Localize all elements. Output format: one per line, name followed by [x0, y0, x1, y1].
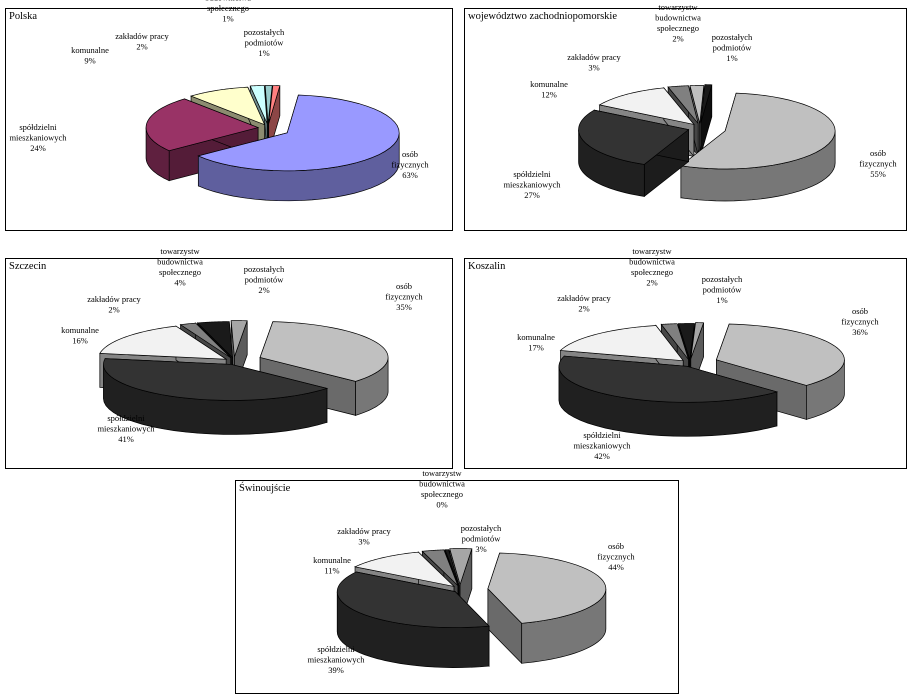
- pie-slice-top: [99, 325, 228, 360]
- slice-label: komunalne 17%: [517, 332, 555, 353]
- pie-slice-top: [145, 98, 260, 152]
- chart-title: Koszalin: [468, 261, 506, 272]
- pie-slice: [680, 92, 836, 202]
- pie-slice-top: [700, 84, 713, 123]
- pie-slice-top: [667, 85, 699, 124]
- slice-label: pozostałych podmiotów 1%: [244, 27, 285, 58]
- slice-label: spółdzielni mieszkaniowych 24%: [9, 122, 67, 153]
- pie-slice: [487, 552, 607, 665]
- pie-slice-top: [487, 552, 607, 624]
- pie-slice-top: [259, 321, 389, 382]
- slice-label: pozostałych podmiotów 3%: [461, 523, 502, 554]
- pie-slice-top: [103, 358, 329, 401]
- slice-label: osób fizycznych 35%: [385, 281, 423, 312]
- pie-slice-top: [179, 322, 231, 359]
- slice-label: osób fizycznych 36%: [841, 306, 879, 337]
- pie-chart-2: osób fizycznych 55% spółdzielni mieszkaniowy…: [503, 2, 897, 202]
- slice-label: zakładów pracy 2%: [557, 293, 611, 314]
- chart-title: województwo zachodniopomorskie: [468, 11, 618, 22]
- pie-slice-top: [559, 325, 684, 362]
- slice-label: towarzystwbudownictwaspołecznego1%: [205, 0, 251, 24]
- chart-title: Szczecin: [9, 261, 47, 272]
- slice-label: towarzystw budownictwa społecznego 0%: [419, 468, 465, 510]
- slice-label: pozostałych podmiotów 1%: [702, 274, 743, 305]
- pie-slice: [197, 94, 400, 202]
- pie-slice-top: [578, 109, 690, 165]
- chart-title: Świnoujście: [239, 483, 291, 494]
- pie-slice-top: [264, 85, 273, 124]
- pie-slice-top: [336, 571, 490, 628]
- slice-label: komunalne 11%: [313, 555, 351, 576]
- slice-label: towarzystw budownictwa społecznego 2%: [629, 246, 675, 288]
- pie-slice: [103, 358, 329, 435]
- pie-slice-top: [421, 549, 459, 586]
- slice-label: spółdzielni mieszkaniowych 27%: [503, 169, 561, 200]
- pie-slice-top: [598, 87, 695, 125]
- pie-chart-1: osób fizycznych 63% spółdzielni mieszkaniowy…: [9, 0, 429, 202]
- pie-slice-top: [268, 85, 281, 124]
- slice-label: zakładów pracy 2%: [115, 31, 169, 52]
- slice-label: spółdzielni mieszkaniowych 41%: [97, 413, 155, 444]
- pie-slice-top: [196, 321, 233, 359]
- pie-slice: [578, 109, 690, 198]
- slice-label: komunalne 9%: [71, 45, 109, 66]
- pie-chart-3: osób fizycznych 35% spółdzielni mieszkaniowy…: [61, 246, 423, 444]
- slice-label: pozostałych podmiotów 2%: [244, 264, 285, 295]
- slice-label: osób fizycznych 44%: [597, 541, 635, 572]
- slice-label: komunalne 12%: [530, 79, 568, 100]
- chart-title: Polska: [9, 11, 38, 22]
- pie-slice-top: [660, 323, 689, 360]
- pie-slice: [558, 355, 779, 437]
- slice-label: spółdzielni mieszkaniowych 42%: [573, 430, 631, 461]
- slice-label: zakładów pracy 3%: [567, 52, 621, 73]
- pie-slice-top: [189, 86, 266, 126]
- pie-slice: [336, 571, 490, 668]
- pie-chart-4: osób fizycznych 36% spółdzielni mieszkaniowy…: [517, 246, 879, 461]
- slice-label: spółdzielni mieszkaniowych 39%: [307, 644, 365, 675]
- pie-slice-top: [249, 85, 268, 124]
- pie-slice-top: [197, 94, 400, 172]
- pie-slice-top: [230, 320, 248, 357]
- pie-slice-top: [680, 92, 836, 170]
- slice-label: zakładów pracy 3%: [337, 526, 391, 547]
- slice-label: osób fizycznych 55%: [859, 148, 897, 179]
- slice-label: towarzystw budownictwa społecznego 4%: [157, 246, 203, 288]
- slice-label: komunalne 16%: [61, 325, 99, 346]
- pie-slice-top: [444, 549, 460, 586]
- pie-slice-top: [690, 322, 705, 359]
- pie-slice: [700, 84, 713, 155]
- pie-slice-top: [449, 548, 473, 586]
- pie-slice-top: [715, 323, 845, 386]
- pie-chart-5: osób fizycznych 44% spółdzielni mieszkaniowy…: [307, 468, 635, 675]
- pie-slice-top: [558, 355, 779, 403]
- pie-slice: [259, 321, 389, 416]
- slice-label: towarzystw budownictwa społecznego 2%: [655, 2, 701, 44]
- pie-slice-top: [353, 551, 456, 587]
- pie-slice-top: [689, 85, 705, 124]
- pie-slice-top: [677, 323, 695, 360]
- slice-label: pozostałych podmiotów 1%: [712, 32, 753, 63]
- slice-label: osób fizycznych 63%: [391, 149, 429, 180]
- slice-label: zakładów pracy 2%: [87, 294, 141, 315]
